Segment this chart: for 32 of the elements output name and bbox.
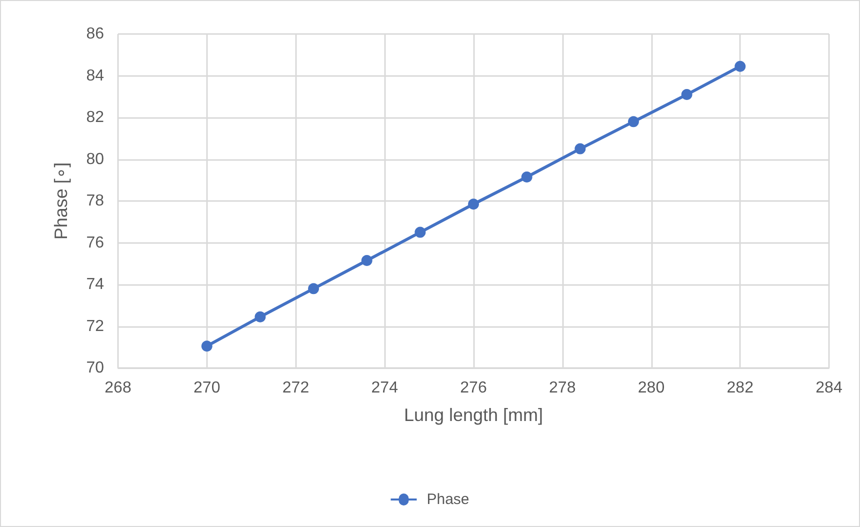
point xyxy=(628,116,639,128)
y-tick-label: 80 xyxy=(86,150,104,168)
x-tick-label: 268 xyxy=(104,380,132,396)
x-axis-title: Lung length [mm] xyxy=(404,405,544,425)
x-tick-label: 278 xyxy=(549,380,576,396)
y-tick-label: 78 xyxy=(86,192,104,210)
point xyxy=(468,198,479,210)
x-tick-label: 272 xyxy=(282,380,310,396)
point xyxy=(361,254,372,266)
point xyxy=(201,340,212,352)
point xyxy=(308,283,320,294)
y-tick-label: 86 xyxy=(86,26,104,42)
y-axis-title: Phase [∘] xyxy=(51,162,71,240)
legend-label: Phase xyxy=(426,491,470,508)
x-tick-label: 274 xyxy=(371,380,398,396)
point xyxy=(734,60,746,72)
point xyxy=(574,143,586,154)
y-tick-label: 84 xyxy=(86,67,104,84)
x-tick-label: 284 xyxy=(816,380,842,396)
y-tick-label: 76 xyxy=(86,234,104,252)
y-tick-label: 72 xyxy=(86,318,104,335)
x-tick-label: 270 xyxy=(194,380,220,396)
x-tick-label: 282 xyxy=(726,380,754,396)
x-tick-label: 280 xyxy=(638,380,665,396)
y-tick-label: 82 xyxy=(86,109,104,126)
y-tick-label: 70 xyxy=(86,360,104,376)
y-tick-label: 74 xyxy=(86,276,104,293)
x-tick-label: 276 xyxy=(460,380,487,396)
point xyxy=(521,171,532,182)
point xyxy=(681,89,692,100)
point xyxy=(254,311,266,322)
point xyxy=(414,226,426,238)
